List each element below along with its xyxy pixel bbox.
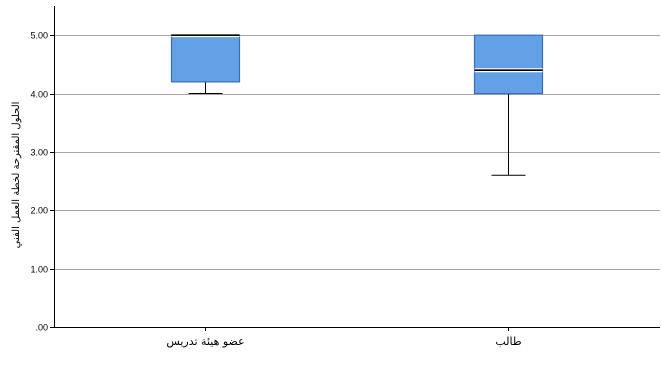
y-axis-title: الحلول المقترحة لخطة العمل الفني	[11, 102, 22, 249]
box-1	[170, 33, 241, 95]
y-tick-label: 2.00	[30, 206, 48, 216]
y-axis-ticks: .00 1.00 2.00 3.00 4.00 5.00	[30, 31, 54, 333]
y-tick-label: 4.00	[30, 90, 48, 100]
axes	[54, 6, 660, 328]
gridlines	[54, 35, 660, 270]
x-axis-labels: عضو هيئة تدريس طالب	[166, 327, 522, 348]
box-2	[473, 34, 544, 176]
x-tick-label: طالب	[495, 335, 522, 348]
y-tick-label: 5.00	[30, 31, 48, 41]
x-tick-label: عضو هيئة تدريس	[166, 335, 244, 348]
box-iqr	[170, 34, 241, 83]
boxes	[170, 33, 544, 176]
y-tick-label: .00	[35, 323, 48, 333]
y-tick-label: 3.00	[30, 148, 48, 158]
y-tick-label: 1.00	[30, 265, 48, 275]
box-iqr	[473, 34, 544, 95]
